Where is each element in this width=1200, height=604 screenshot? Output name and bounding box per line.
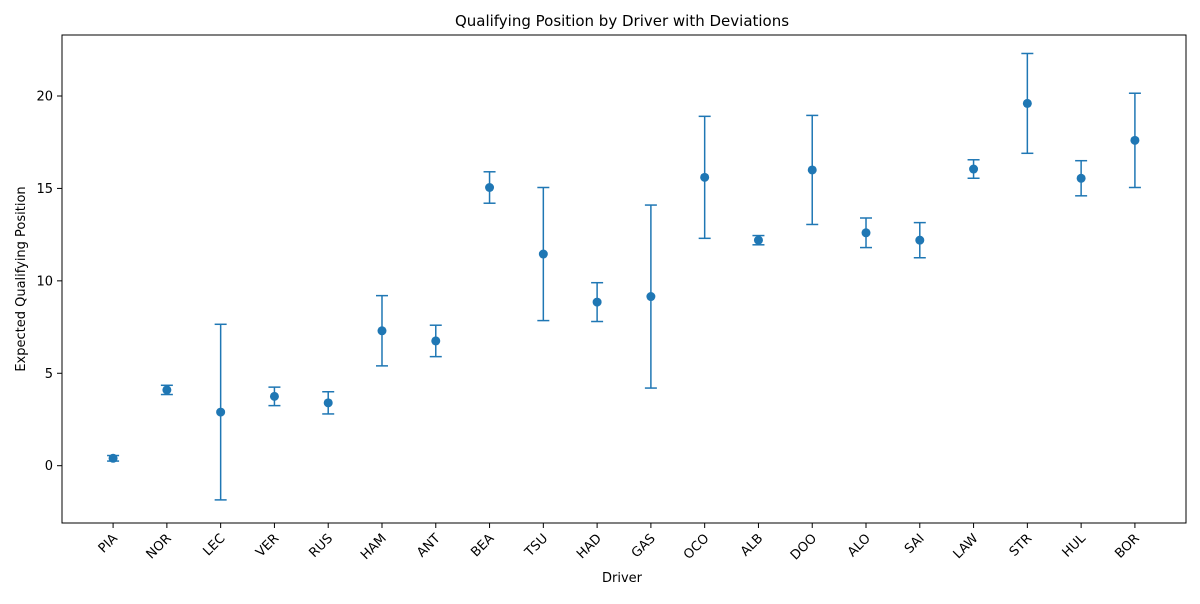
y-tick-label: 15 (36, 182, 53, 197)
data-point (1076, 173, 1086, 183)
x-tick-label: LAW (951, 531, 982, 562)
data-point (108, 453, 118, 463)
data-point (1022, 98, 1032, 108)
data-point (162, 385, 172, 395)
x-tick-label: GAS (629, 531, 659, 561)
data-point (323, 398, 333, 408)
chart-title: Qualifying Position by Driver with Devia… (455, 12, 789, 30)
data-point (969, 164, 979, 174)
x-tick-label: DOO (788, 531, 820, 563)
x-tick-label: NOR (144, 531, 175, 562)
x-tick-label: HAM (358, 531, 390, 563)
y-tick-label: 10 (36, 274, 53, 289)
y-axis-label: Expected Qualifying Position (14, 186, 29, 371)
x-tick-label: HAD (574, 531, 605, 562)
data-point (592, 297, 602, 307)
data-point (538, 249, 548, 259)
x-tick-label: HUL (1060, 531, 1090, 561)
x-tick-label: ALO (845, 531, 874, 560)
data-point (861, 228, 871, 238)
data-point (807, 165, 817, 175)
data-point (915, 235, 925, 245)
x-tick-label: VER (253, 531, 282, 560)
x-tick-label: BOR (1112, 531, 1142, 561)
data-point (431, 336, 441, 346)
data-point (700, 172, 710, 182)
data-point (753, 235, 763, 245)
x-tick-label: ANT (414, 531, 443, 560)
x-tick-label: SAI (902, 531, 928, 557)
axes-frame (61, 34, 1187, 524)
data-point (216, 407, 226, 417)
y-tick-label: 20 (36, 90, 53, 105)
data-point (377, 326, 387, 336)
data-point (269, 391, 279, 401)
data-point (485, 183, 495, 192)
x-tick-label: OCO (681, 531, 712, 562)
x-tick-label: STR (1007, 531, 1035, 559)
x-tick-label: RUS (306, 531, 336, 561)
x-axis-label: Driver (602, 571, 643, 586)
x-tick-label: ALB (738, 531, 766, 559)
data-point (646, 292, 656, 302)
y-tick-label: 0 (45, 459, 53, 474)
x-tick-label: PIA (96, 531, 121, 556)
plot-area: 0 5 10 15 20 PIA NOR LEC VER RUS HAM ANT BEA TSU HAD GA… (36, 34, 1187, 563)
x-tick-label: LEC (201, 531, 229, 559)
x-tick-label: TSU (522, 531, 551, 560)
data-point (1130, 135, 1140, 145)
y-tick-label: 5 (45, 367, 53, 382)
x-tick-label: BEA (468, 531, 497, 560)
